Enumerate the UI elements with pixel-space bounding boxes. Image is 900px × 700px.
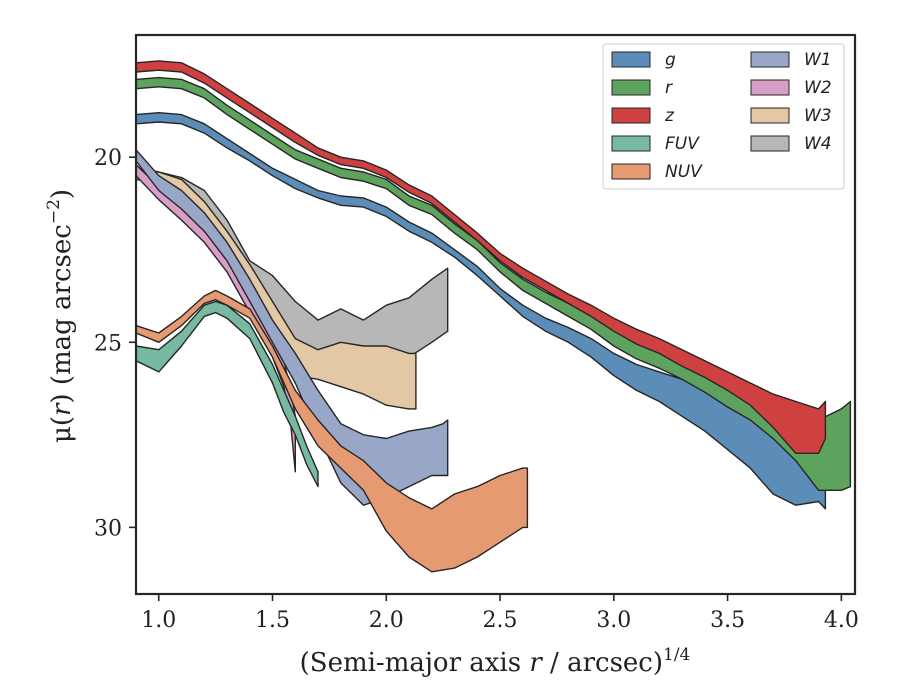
legend-label-g: g — [665, 50, 676, 70]
x-tick-label: 3.0 — [596, 608, 631, 633]
plot-area — [136, 60, 852, 573]
y-axis-label: μ(r) (mag arcsec−2) — [44, 189, 77, 443]
legend-label-w3: W3 — [804, 106, 832, 126]
x-tick-label: 1.5 — [255, 608, 290, 633]
series-band-g — [136, 112, 827, 510]
legend-label-w4: W4 — [804, 134, 832, 154]
x-tick-label: 2.0 — [369, 608, 404, 633]
legend-label-nuv: NUV — [665, 162, 703, 182]
series-band-nuv — [136, 289, 529, 573]
legend: grz FUV NUV W1 W2 W3 W4 — [602, 43, 845, 190]
x-tick-label: 1.0 — [141, 608, 176, 633]
legend-swatch-w2 — [750, 79, 790, 96]
y-tick-label: 20 — [94, 146, 122, 171]
legend-label-fuv: FUV — [665, 134, 700, 154]
legend-swatch-w4 — [750, 135, 790, 152]
x-tick-label: 2.5 — [483, 608, 518, 633]
legend-swatch-nuv — [611, 163, 651, 180]
legend-swatch-g — [611, 51, 651, 68]
legend-swatch-z — [611, 107, 651, 124]
legend-swatch-w3 — [750, 107, 790, 124]
plot-frame — [134, 33, 857, 596]
legend-label-w1: W1 — [804, 50, 832, 70]
series-band-z — [136, 60, 827, 454]
series-band-w1 — [136, 149, 449, 506]
y-tick-label: 30 — [94, 516, 122, 541]
x-axis-label: (Semi-major axis r / arcsec)1/4 — [300, 645, 691, 678]
x-tick-label: 4.0 — [824, 608, 859, 633]
legend-label-z: z — [664, 106, 675, 126]
y-tick-label: 25 — [94, 331, 122, 356]
legend-label-w2: W2 — [804, 78, 832, 98]
x-axis: 1.0 1.5 2.0 2.5 3.0 3.5 4.0 — [141, 594, 859, 633]
series-band-fuv — [136, 300, 319, 488]
legend-swatch-fuv — [611, 135, 651, 152]
legend-label-r: r — [665, 78, 673, 98]
legend-swatch-r — [611, 79, 651, 96]
series-band-r — [136, 76, 852, 491]
x-tick-label: 3.5 — [710, 608, 745, 633]
legend-swatch-w1 — [750, 51, 790, 68]
y-axis: 20 25 30 — [94, 146, 136, 541]
